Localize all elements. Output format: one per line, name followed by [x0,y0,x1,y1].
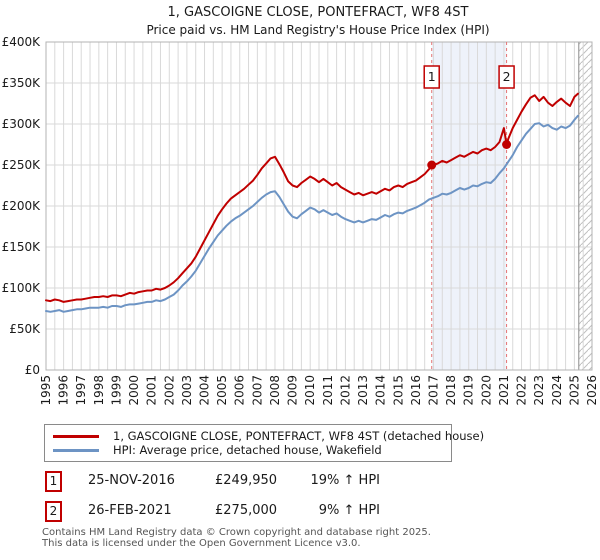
x-axis-tick-label: 2009 [286,375,300,406]
y-axis-tick-label: £0 [25,363,40,377]
x-axis-tick-label: 2015 [391,375,405,406]
x-axis-tick-label: 2024 [550,375,564,406]
x-axis-tick-label: 2018 [444,375,458,406]
transaction-2-marker-badge: 2 [45,501,62,522]
x-axis-tick-label: 2011 [321,375,335,406]
transaction-1-date: 25-NOV-2016 [88,473,175,488]
x-axis-tick-label: 1998 [92,375,106,406]
red-line-swatch [53,434,99,438]
sale-marker-number: 1 [428,69,436,84]
x-axis-tick-label: 2025 [567,375,581,406]
x-axis-tick-label: 2005 [215,375,229,406]
x-axis-tick-label: 1995 [39,375,53,406]
y-axis-tick-label: £150K [2,240,42,254]
y-axis-tick-label: £100K [2,281,42,295]
x-axis-tick-label: 2017 [426,375,440,406]
y-axis-tick-label: £400K [2,35,42,49]
footer-line-1: Contains HM Land Registry data © Crown c… [42,527,431,538]
license-footer: Contains HM Land Registry data © Crown c… [42,527,431,549]
blue-line-swatch [53,448,99,452]
x-axis-tick-label: 2004 [198,375,212,406]
transaction-1-marker-badge: 1 [45,471,62,492]
x-axis-tick-label: 2026 [585,375,599,406]
x-axis-tick-label: 1997 [74,375,88,406]
sale-point-dot [502,140,512,149]
page-subtitle: Price paid vs. HM Land Registry's House … [146,23,490,37]
x-axis-tick-label: 2010 [303,375,317,406]
legend: 1, GASCOIGNE CLOSE, PONTEFRACT, WF8 4ST … [44,424,484,462]
x-axis-tick-label: 2023 [532,375,546,406]
x-axis-tick-label: 2012 [338,375,352,406]
x-axis-tick-label: 2022 [515,375,529,406]
y-axis-tick-label: £300K [2,117,42,131]
chart-plot-area: 1 2 £0 £50K £100K £150K £200K £250K £300K £350K £4… [2,35,599,406]
transaction-2-pct: 9% [318,503,340,518]
x-axis-tick-label: 2000 [127,375,141,406]
x-axis-tick-label: 1999 [109,375,123,406]
x-axis-tick-label: 2016 [409,375,423,406]
transaction-2-hpi-change: 9% ↑ HPI [280,503,380,518]
legend-item-price-paid: 1, GASCOIGNE CLOSE, PONTEFRACT, WF8 4ST … [53,429,484,443]
x-axis-tick-label: 2014 [374,375,388,406]
y-axis-tick-label: £350K [2,76,42,90]
footer-line-2: This data is licensed under the Open Gov… [42,537,361,549]
price-paid-line [45,92,579,303]
x-axis-tick-label: 2002 [162,375,176,406]
legend-item-hpi: HPI: Average price, detached house, Wake… [53,443,443,457]
y-axis-tick-label: £50K [9,322,41,336]
sale-point-dot [427,160,437,170]
sale-marker-badge [423,65,440,89]
x-axis-tick-label: 1996 [57,375,71,406]
x-axis-tick-label: 2013 [356,375,370,406]
transaction-1-price: £249,950 [215,473,278,488]
transaction-1-hpi-change: 19% ↑ HPI [280,473,380,488]
page-title: 1, GASCOIGNE CLOSE, PONTEFRACT, WF8 4ST [167,5,469,20]
transaction-row-1: 1 25-NOV-2016 £249,950 19% ↑ HPI [0,471,600,493]
x-axis-tick-label: 2001 [145,375,159,406]
sale-marker-number: 2 [503,69,511,84]
transaction-row-2: 2 26-FEB-2021 £275,000 9% ↑ HPI [0,501,600,523]
y-axis-tick-label: £250K [2,158,42,172]
transaction-2-date: 26-FEB-2021 [88,503,172,518]
x-axis-tick-label: 2021 [497,375,511,406]
x-axis-tick-label: 2019 [462,375,476,406]
x-axis-tick-label: 2003 [180,375,194,406]
x-axis-tick-label: 2008 [268,375,282,406]
x-axis-tick-label: 2007 [250,375,264,406]
legend-label: 1, GASCOIGNE CLOSE, PONTEFRACT, WF8 4ST … [113,429,485,443]
price-hpi-line-chart: 1 2 £0 £50K £100K £150K £200K £250K £300K £350K £4… [2,35,599,406]
transaction-1-pct: 19% [310,473,340,488]
transaction-2-hpi-arrow: ↑ HPI [343,503,380,518]
y-axis-tick-label: £200K [2,199,42,213]
x-axis-tick-label: 2020 [479,375,493,406]
hpi-line [45,114,579,313]
legend-label: HPI: Average price, detached house, Wake… [113,443,382,457]
transaction-2-price: £275,000 [215,503,278,518]
transaction-1-hpi-arrow: ↑ HPI [343,473,380,488]
x-axis-tick-label: 2006 [233,375,247,406]
sale-marker-badge [498,65,515,89]
